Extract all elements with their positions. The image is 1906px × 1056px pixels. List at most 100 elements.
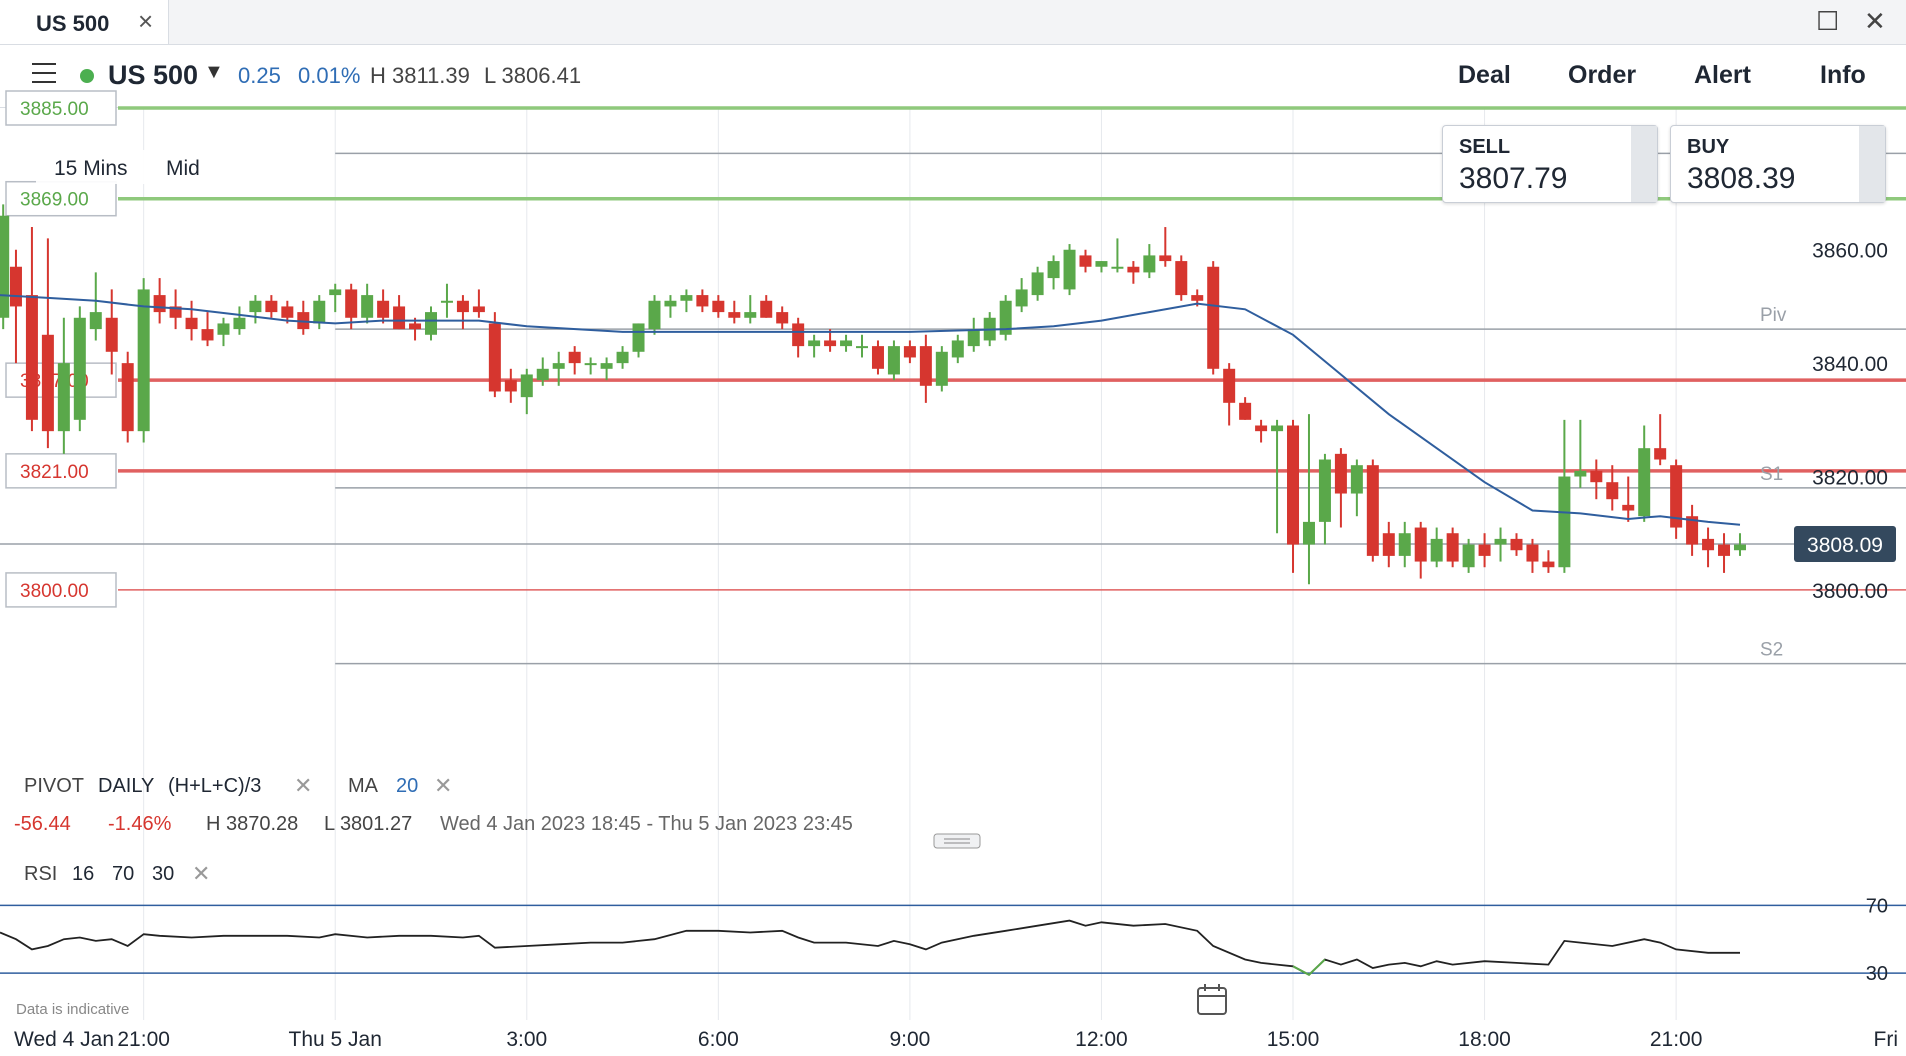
candle-up[interactable] [664,295,677,318]
candle-down[interactable] [760,295,773,318]
maximize-icon[interactable]: ☐ [1816,6,1840,36]
order-button[interactable]: Order [1568,61,1637,89]
candle-up[interactable] [1111,238,1124,273]
candle-up[interactable] [1398,521,1411,568]
candle-down[interactable] [1510,533,1523,556]
candle-up[interactable] [233,306,246,335]
candle-down[interactable] [297,300,310,335]
candle-up[interactable] [1047,255,1060,290]
candle-up[interactable] [1031,266,1044,301]
chevron-down-icon[interactable]: ▼ [204,61,224,83]
candle-down[interactable] [265,295,278,318]
candle-down[interactable] [41,238,54,449]
candle-down[interactable] [903,340,916,364]
candle-down[interactable] [728,300,741,324]
candle-up[interactable] [935,346,948,392]
candle-down[interactable] [1255,419,1268,443]
candle-down[interactable] [488,312,501,398]
close-tab-icon[interactable]: × [138,6,154,36]
candle-up[interactable] [1095,261,1108,273]
candle-down[interactable] [1654,414,1667,466]
level-label-box[interactable] [5,90,117,126]
hamburger-menu-icon[interactable] [32,63,56,83]
alert-button[interactable]: Alert [1694,61,1751,89]
candle-up[interactable] [0,204,10,330]
candle-up[interactable] [1574,419,1587,488]
candle-down[interactable] [1478,533,1491,568]
candle-up[interactable] [217,317,230,347]
info-button[interactable]: Info [1820,61,1866,89]
candle-down[interactable] [1446,527,1459,568]
candle-up[interactable] [552,351,565,386]
candle-down[interactable] [1606,465,1619,511]
candle-down[interactable] [1526,538,1539,573]
candle-up[interactable] [808,334,821,358]
candle-up[interactable] [361,283,374,324]
candle-down[interactable] [1414,521,1427,579]
candle-up[interactable] [425,306,438,341]
candle-down[interactable] [504,368,517,403]
candle-down[interactable] [1175,255,1188,301]
candle-down[interactable] [792,317,805,358]
candle-down[interactable] [201,312,214,347]
candle-down[interactable] [1366,459,1379,562]
tab-us500[interactable]: US 500 × [0,0,169,44]
candle-down[interactable] [1207,261,1220,375]
candle-up[interactable] [887,340,900,381]
candle-down[interactable] [1223,363,1236,426]
candle-up[interactable] [840,334,853,352]
candle-up[interactable] [1462,538,1475,573]
candle-up[interactable] [1638,425,1651,522]
candle-up[interactable] [1558,419,1571,573]
candle-up[interactable] [329,283,342,313]
candle-up[interactable] [632,323,645,358]
candle-down[interactable] [1239,397,1252,420]
candle-up[interactable] [951,334,964,364]
candle-down[interactable] [1622,476,1635,522]
level-label-box[interactable] [5,572,117,608]
candle-down[interactable] [1702,527,1715,568]
candle-up[interactable] [616,346,629,369]
calendar-icon[interactable] [1197,984,1227,1015]
candle-down[interactable] [712,295,725,318]
candle-down[interactable] [25,227,38,432]
candle-up[interactable] [967,317,980,352]
candle-down[interactable] [393,295,406,330]
pane-resize-handle[interactable] [933,833,981,849]
remove-ma-icon[interactable]: ✕ [434,773,452,798]
candle-down[interactable] [377,289,390,324]
candle-down[interactable] [776,306,789,330]
candle-down[interactable] [871,340,884,375]
candle-down[interactable] [185,300,198,341]
candle-up[interactable] [57,317,70,454]
candle-down[interactable] [472,289,485,318]
candle-up[interactable] [89,272,102,341]
candle-up[interactable] [600,357,613,381]
candle-down[interactable] [153,278,166,324]
candle-up[interactable] [73,306,86,432]
candle-down[interactable] [121,351,134,443]
interval-selector[interactable]: 15 Mins [54,157,128,180]
buy-button[interactable]: BUY 3808.39 [1670,125,1886,203]
price-type-selector[interactable]: Mid [166,157,200,180]
candle-up[interactable] [536,357,549,386]
candle-down[interactable] [1590,459,1603,500]
candle-up[interactable] [744,295,757,324]
level-label-box[interactable] [5,453,117,489]
candle-down[interactable] [1382,521,1395,568]
candle-up[interactable] [440,283,453,318]
candle-down[interactable] [919,334,932,403]
candle-up[interactable] [999,295,1012,341]
candle-up[interactable] [1015,278,1028,313]
candle-up[interactable] [1350,459,1363,517]
candle-up[interactable] [680,289,693,313]
candle-down[interactable] [1079,249,1092,273]
candle-down[interactable] [568,346,581,375]
candle-up[interactable] [520,368,533,415]
candle-up[interactable] [1430,527,1443,568]
candle-down[interactable] [1542,550,1555,573]
candle-up[interactable] [137,278,150,443]
candle-down[interactable] [1718,533,1731,573]
candle-up[interactable] [1494,527,1507,562]
